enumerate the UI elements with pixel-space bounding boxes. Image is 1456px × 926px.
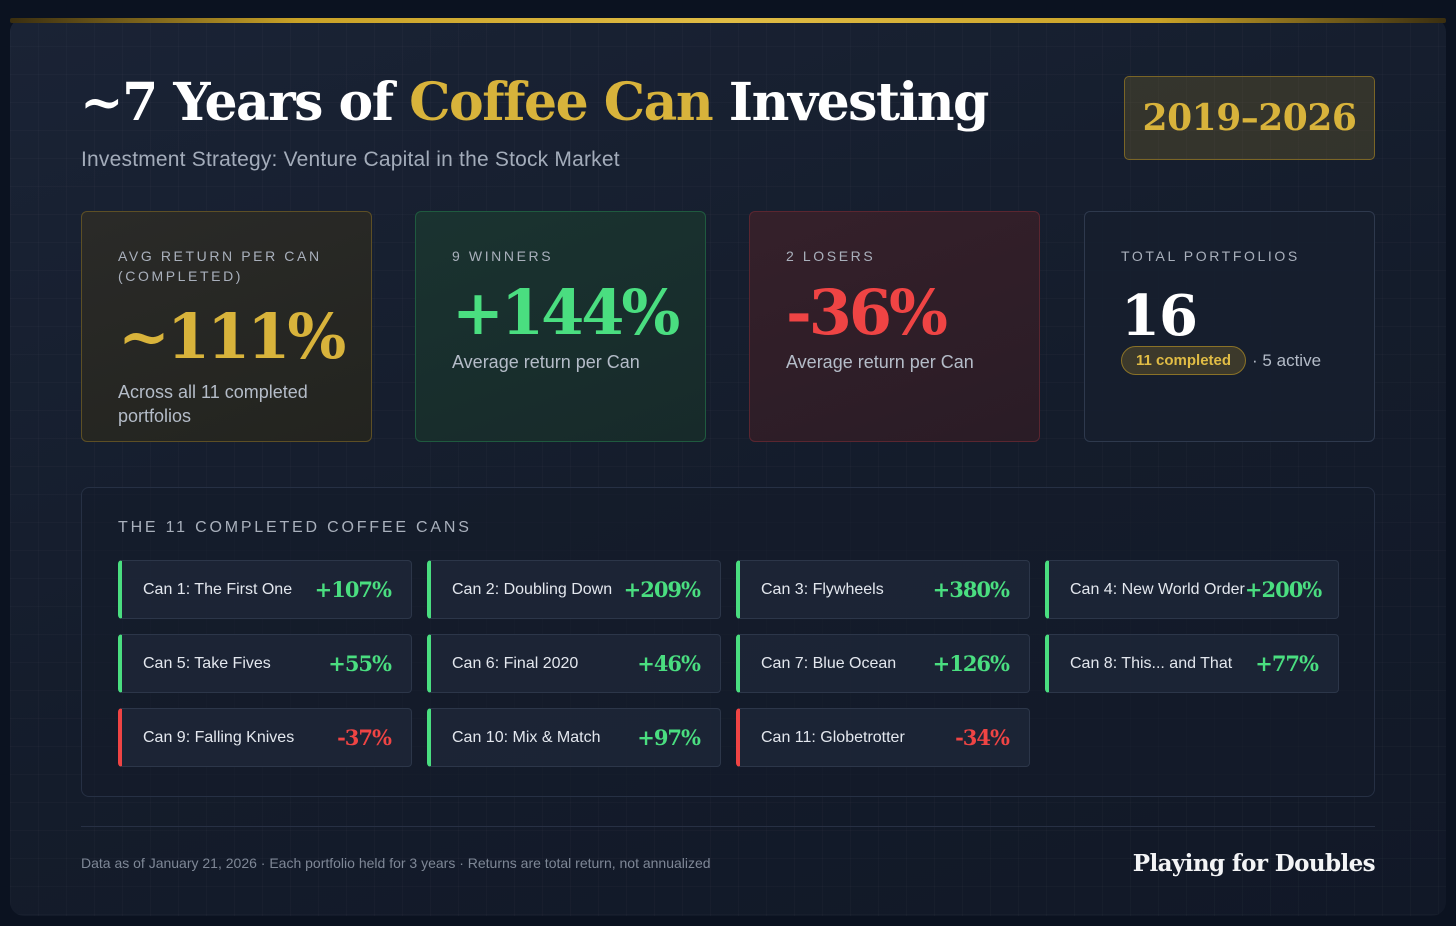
can-return: +107% xyxy=(314,577,392,602)
can-card: Can 6: Final 2020 +46% xyxy=(427,634,721,693)
avg-return-value: ~111% xyxy=(118,300,346,373)
can-card: Can 9: Falling Knives -37% xyxy=(118,708,412,767)
top-accent-line xyxy=(10,18,1446,23)
can-card: Can 1: The First One +107% xyxy=(118,560,412,619)
can-name: Can 2: Doubling Down xyxy=(452,580,613,598)
total-portfolios-card: TOTAL PORTFOLIOS 16 11 completed · 5 act… xyxy=(1084,211,1375,442)
can-name: Can 7: Blue Ocean xyxy=(761,654,897,672)
can-return: +209% xyxy=(623,577,701,602)
can-return: +126% xyxy=(932,651,1010,676)
can-card: Can 7: Blue Ocean +126% xyxy=(736,634,1030,693)
page-title: ~7 Years of Coffee Can Investing xyxy=(80,72,990,133)
can-name: Can 11: Globetrotter xyxy=(761,728,905,746)
winners-label: 9 WINNERS xyxy=(452,248,554,264)
can-card: Can 5: Take Fives +55% xyxy=(118,634,412,693)
active-count-text: · 5 active xyxy=(1252,350,1322,370)
losers-note: Average return per Can xyxy=(786,352,974,372)
can-name: Can 4: New World Order xyxy=(1070,580,1245,598)
losers-value: -36% xyxy=(786,276,948,349)
avg-return-label: AVG RETURN PER CAN (COMPLETED) xyxy=(118,248,322,284)
title-highlight: Coffee Can xyxy=(409,72,713,133)
can-card: Can 3: Flywheels +380% xyxy=(736,560,1030,619)
completed-cans-panel: THE 11 COMPLETED COFFEE CANS Can 1: The … xyxy=(81,487,1375,797)
can-card: Can 11: Globetrotter -34% xyxy=(736,708,1030,767)
footer-note: Data as of January 21, 2026 · Each portf… xyxy=(81,855,711,871)
page-subtitle: Investment Strategy: Venture Capital in … xyxy=(81,148,620,171)
title-prefix: ~7 Years of xyxy=(80,72,410,133)
can-return: -34% xyxy=(955,725,1010,750)
can-return: +55% xyxy=(328,651,392,676)
can-name: Can 8: This... and That xyxy=(1070,654,1233,672)
can-card: Can 8: This... and That +77% xyxy=(1045,634,1339,693)
can-return: +77% xyxy=(1255,651,1319,676)
can-return: +380% xyxy=(932,577,1010,602)
portfolio-status-row: 11 completed · 5 active xyxy=(1121,346,1338,375)
cans-section-label: THE 11 COMPLETED COFFEE CANS xyxy=(118,519,472,536)
can-name: Can 6: Final 2020 xyxy=(452,654,579,672)
can-name: Can 1: The First One xyxy=(143,580,293,598)
brand-name: Playing for Doubles xyxy=(1132,850,1376,877)
can-name: Can 3: Flywheels xyxy=(761,580,884,598)
year-range-badge: 2019–2026 xyxy=(1124,76,1375,160)
can-card: Can 10: Mix & Match +97% xyxy=(427,708,721,767)
can-return: +97% xyxy=(637,725,701,750)
can-return: +46% xyxy=(637,651,701,676)
avg-return-card: AVG RETURN PER CAN (COMPLETED) ~111% Acr… xyxy=(81,211,372,442)
completed-badge: 11 completed xyxy=(1121,346,1247,375)
can-name: Can 9: Falling Knives xyxy=(143,728,295,746)
can-return: -37% xyxy=(337,725,392,750)
can-card: Can 4: New World Order +200% xyxy=(1045,560,1339,619)
total-portfolios-value: 16 xyxy=(1121,283,1198,349)
losers-card: 2 LOSERS -36% Average return per Can xyxy=(749,211,1040,442)
winners-value: +144% xyxy=(452,276,680,349)
total-portfolios-label: TOTAL PORTFOLIOS xyxy=(1121,248,1300,264)
winners-card: 9 WINNERS +144% Average return per Can xyxy=(415,211,706,442)
avg-return-note: Across all 11 completed portfolios xyxy=(118,382,308,426)
losers-label: 2 LOSERS xyxy=(786,248,876,264)
can-card: Can 2: Doubling Down +209% xyxy=(427,560,721,619)
winners-note: Average return per Can xyxy=(452,352,640,372)
can-name: Can 5: Take Fives xyxy=(143,654,271,672)
footer-divider xyxy=(81,826,1375,827)
title-suffix: Investing xyxy=(712,72,990,133)
can-name: Can 10: Mix & Match xyxy=(452,728,601,746)
can-return: +200% xyxy=(1244,577,1322,602)
